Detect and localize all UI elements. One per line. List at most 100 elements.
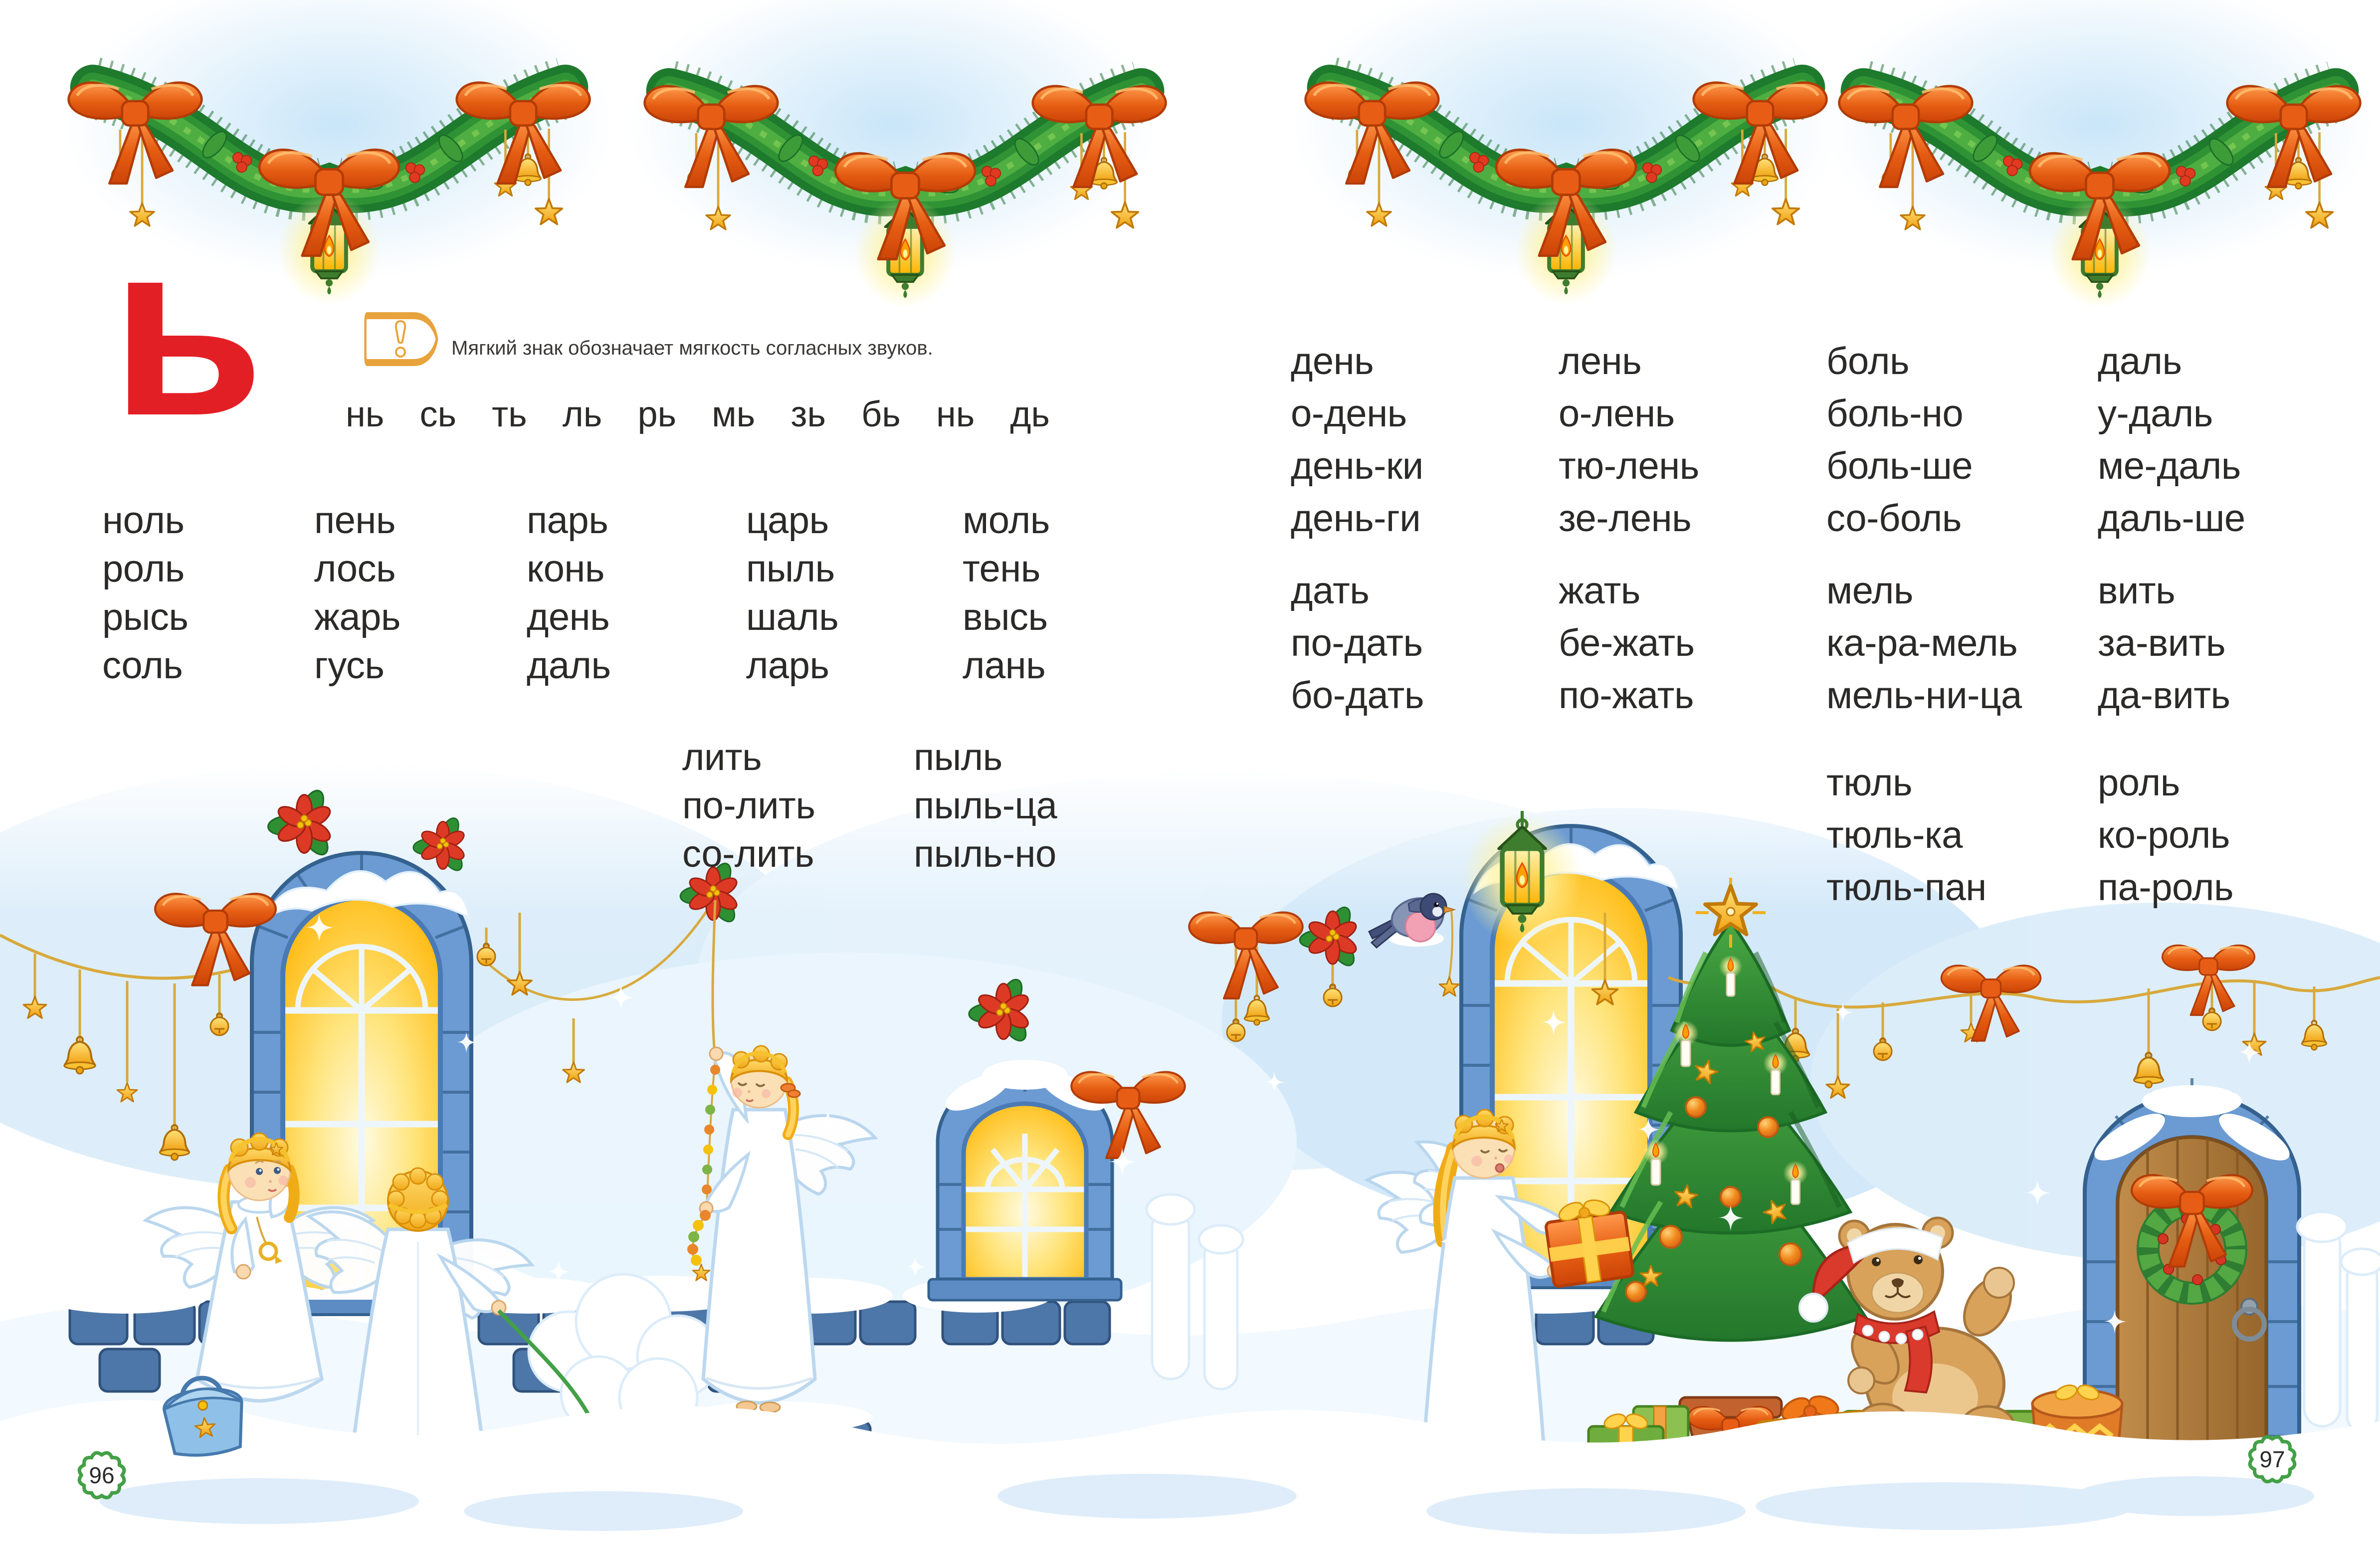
word: даль-ше xyxy=(2098,497,2245,540)
word: боль-но xyxy=(1826,392,1964,435)
word: даль xyxy=(2098,340,2182,383)
word: пень xyxy=(314,499,396,542)
word: боль-ше xyxy=(1826,445,1973,487)
word: да-вить xyxy=(2098,674,2230,717)
winter-angels-scene xyxy=(0,763,2380,1561)
word: пыль xyxy=(914,736,1002,779)
word-column: лить по-лить со-лить xyxy=(682,733,815,878)
word-column: моль тень высь лань xyxy=(963,496,1050,690)
word: пыль-ца xyxy=(914,784,1057,827)
word: ко-роль xyxy=(2098,814,2230,856)
word: высь xyxy=(963,596,1048,638)
word: день xyxy=(1291,340,1374,383)
word: по-лить xyxy=(682,784,815,827)
word: моль xyxy=(963,499,1050,542)
angel-icon xyxy=(687,900,878,1413)
word-column: ноль роль рысь соль xyxy=(102,496,189,690)
word-column: тюль тюль-ка тюль-пан xyxy=(1826,757,1986,914)
word-column: день о-день день-ки день-ги xyxy=(1291,335,1423,545)
word: о-лень xyxy=(1559,392,1675,435)
word: день xyxy=(527,596,610,638)
gift-icon xyxy=(1545,1199,1634,1288)
word: жать xyxy=(1559,570,1640,612)
syllable: ть xyxy=(492,394,527,434)
word: гусь xyxy=(314,644,385,687)
bead-string xyxy=(687,1065,720,1281)
word: шаль xyxy=(746,596,839,638)
christmas-tree-icon xyxy=(1593,878,1868,1481)
word: соль xyxy=(102,644,183,687)
word: тю-лень xyxy=(1559,445,1699,487)
word: ка-ра-мель xyxy=(1826,622,2018,664)
word: пыль xyxy=(746,548,835,590)
small-window-icon xyxy=(927,1060,1123,1302)
word: конь xyxy=(527,548,604,590)
word: рысь xyxy=(102,596,189,638)
word-column: царь пыль шаль ларь xyxy=(746,496,839,690)
garland-icon xyxy=(1279,17,1853,317)
angel-head xyxy=(217,1132,300,1234)
word: за-вить xyxy=(2098,622,2226,664)
word: мель-ни-ца xyxy=(1826,674,2022,717)
syllable: зь xyxy=(791,394,826,434)
syllable: ль xyxy=(562,394,602,434)
word: лень xyxy=(1559,340,1642,383)
word: со-лить xyxy=(682,833,814,875)
word: тюль xyxy=(1826,762,1913,804)
word: ме-даль xyxy=(2098,445,2241,487)
letter-glyph: ь xyxy=(111,189,264,467)
syllable: сь xyxy=(419,394,456,434)
word-column: боль боль-но боль-ше со-боль xyxy=(1826,335,1973,545)
word: у-даль xyxy=(2098,392,2213,435)
word: бо-дать xyxy=(1291,674,1424,717)
syllable: рь xyxy=(637,394,677,434)
syllable-row: нь сь ть ль рь мь зь бь нь дь xyxy=(346,394,1050,435)
tree-topper-star xyxy=(1696,878,1766,948)
teddy-bear-icon xyxy=(1798,1216,2016,1453)
angel-icon xyxy=(146,1132,373,1403)
word: бе-жать xyxy=(1559,622,1695,664)
word: боль xyxy=(1826,340,1910,383)
snow-bush xyxy=(527,1193,2380,1438)
word-column: роль ко-роль па-роль xyxy=(2098,757,2234,914)
word: зе-лень xyxy=(1559,497,1692,540)
garland-icon xyxy=(618,21,1192,320)
word: даль xyxy=(527,644,611,687)
word: день-ги xyxy=(1291,497,1421,540)
syllable: мь xyxy=(712,394,756,434)
page-number-badge: 96 xyxy=(74,1447,130,1503)
word: ноль xyxy=(102,499,185,542)
note-icon xyxy=(364,312,438,366)
word: мель xyxy=(1826,570,1913,612)
syllable: бь xyxy=(861,394,901,434)
word-column: мель ка-ра-мель мель-ни-ца xyxy=(1826,565,2022,722)
word: по-дать xyxy=(1291,622,1423,664)
snow-shadow xyxy=(100,1474,2314,1534)
word-column: даль у-даль ме-даль даль-ше xyxy=(2098,335,2245,545)
page-number-badge: 97 xyxy=(2244,1431,2300,1487)
bird-icon xyxy=(1368,893,1456,978)
syllable: нь xyxy=(346,394,385,434)
word: вить xyxy=(2098,570,2176,612)
word-column: жать бе-жать по-жать xyxy=(1559,565,1695,722)
word-column: дать по-дать бо-дать xyxy=(1291,565,1424,722)
word: лось xyxy=(314,548,396,590)
word: лань xyxy=(963,644,1046,687)
word: о-день xyxy=(1291,392,1407,435)
door-icon xyxy=(2062,1078,2322,1498)
word: тень xyxy=(963,548,1040,590)
word: царь xyxy=(746,499,829,542)
word: роль xyxy=(102,548,185,590)
angel-head xyxy=(730,1045,801,1140)
syllable: дь xyxy=(1010,394,1050,434)
note-text: Мягкий знак обозначает мягкость согласны… xyxy=(451,337,933,359)
word: лить xyxy=(682,736,762,779)
word: роль xyxy=(2098,762,2180,804)
syllable: нь xyxy=(936,394,975,434)
angel-head xyxy=(1451,1109,1516,1179)
word: па-роль xyxy=(2098,866,2234,909)
word: дать xyxy=(1291,570,1370,612)
word-column: лень о-лень тю-лень зе-лень xyxy=(1559,335,1699,545)
word: парь xyxy=(527,499,608,542)
word: со-боль xyxy=(1826,497,1962,540)
